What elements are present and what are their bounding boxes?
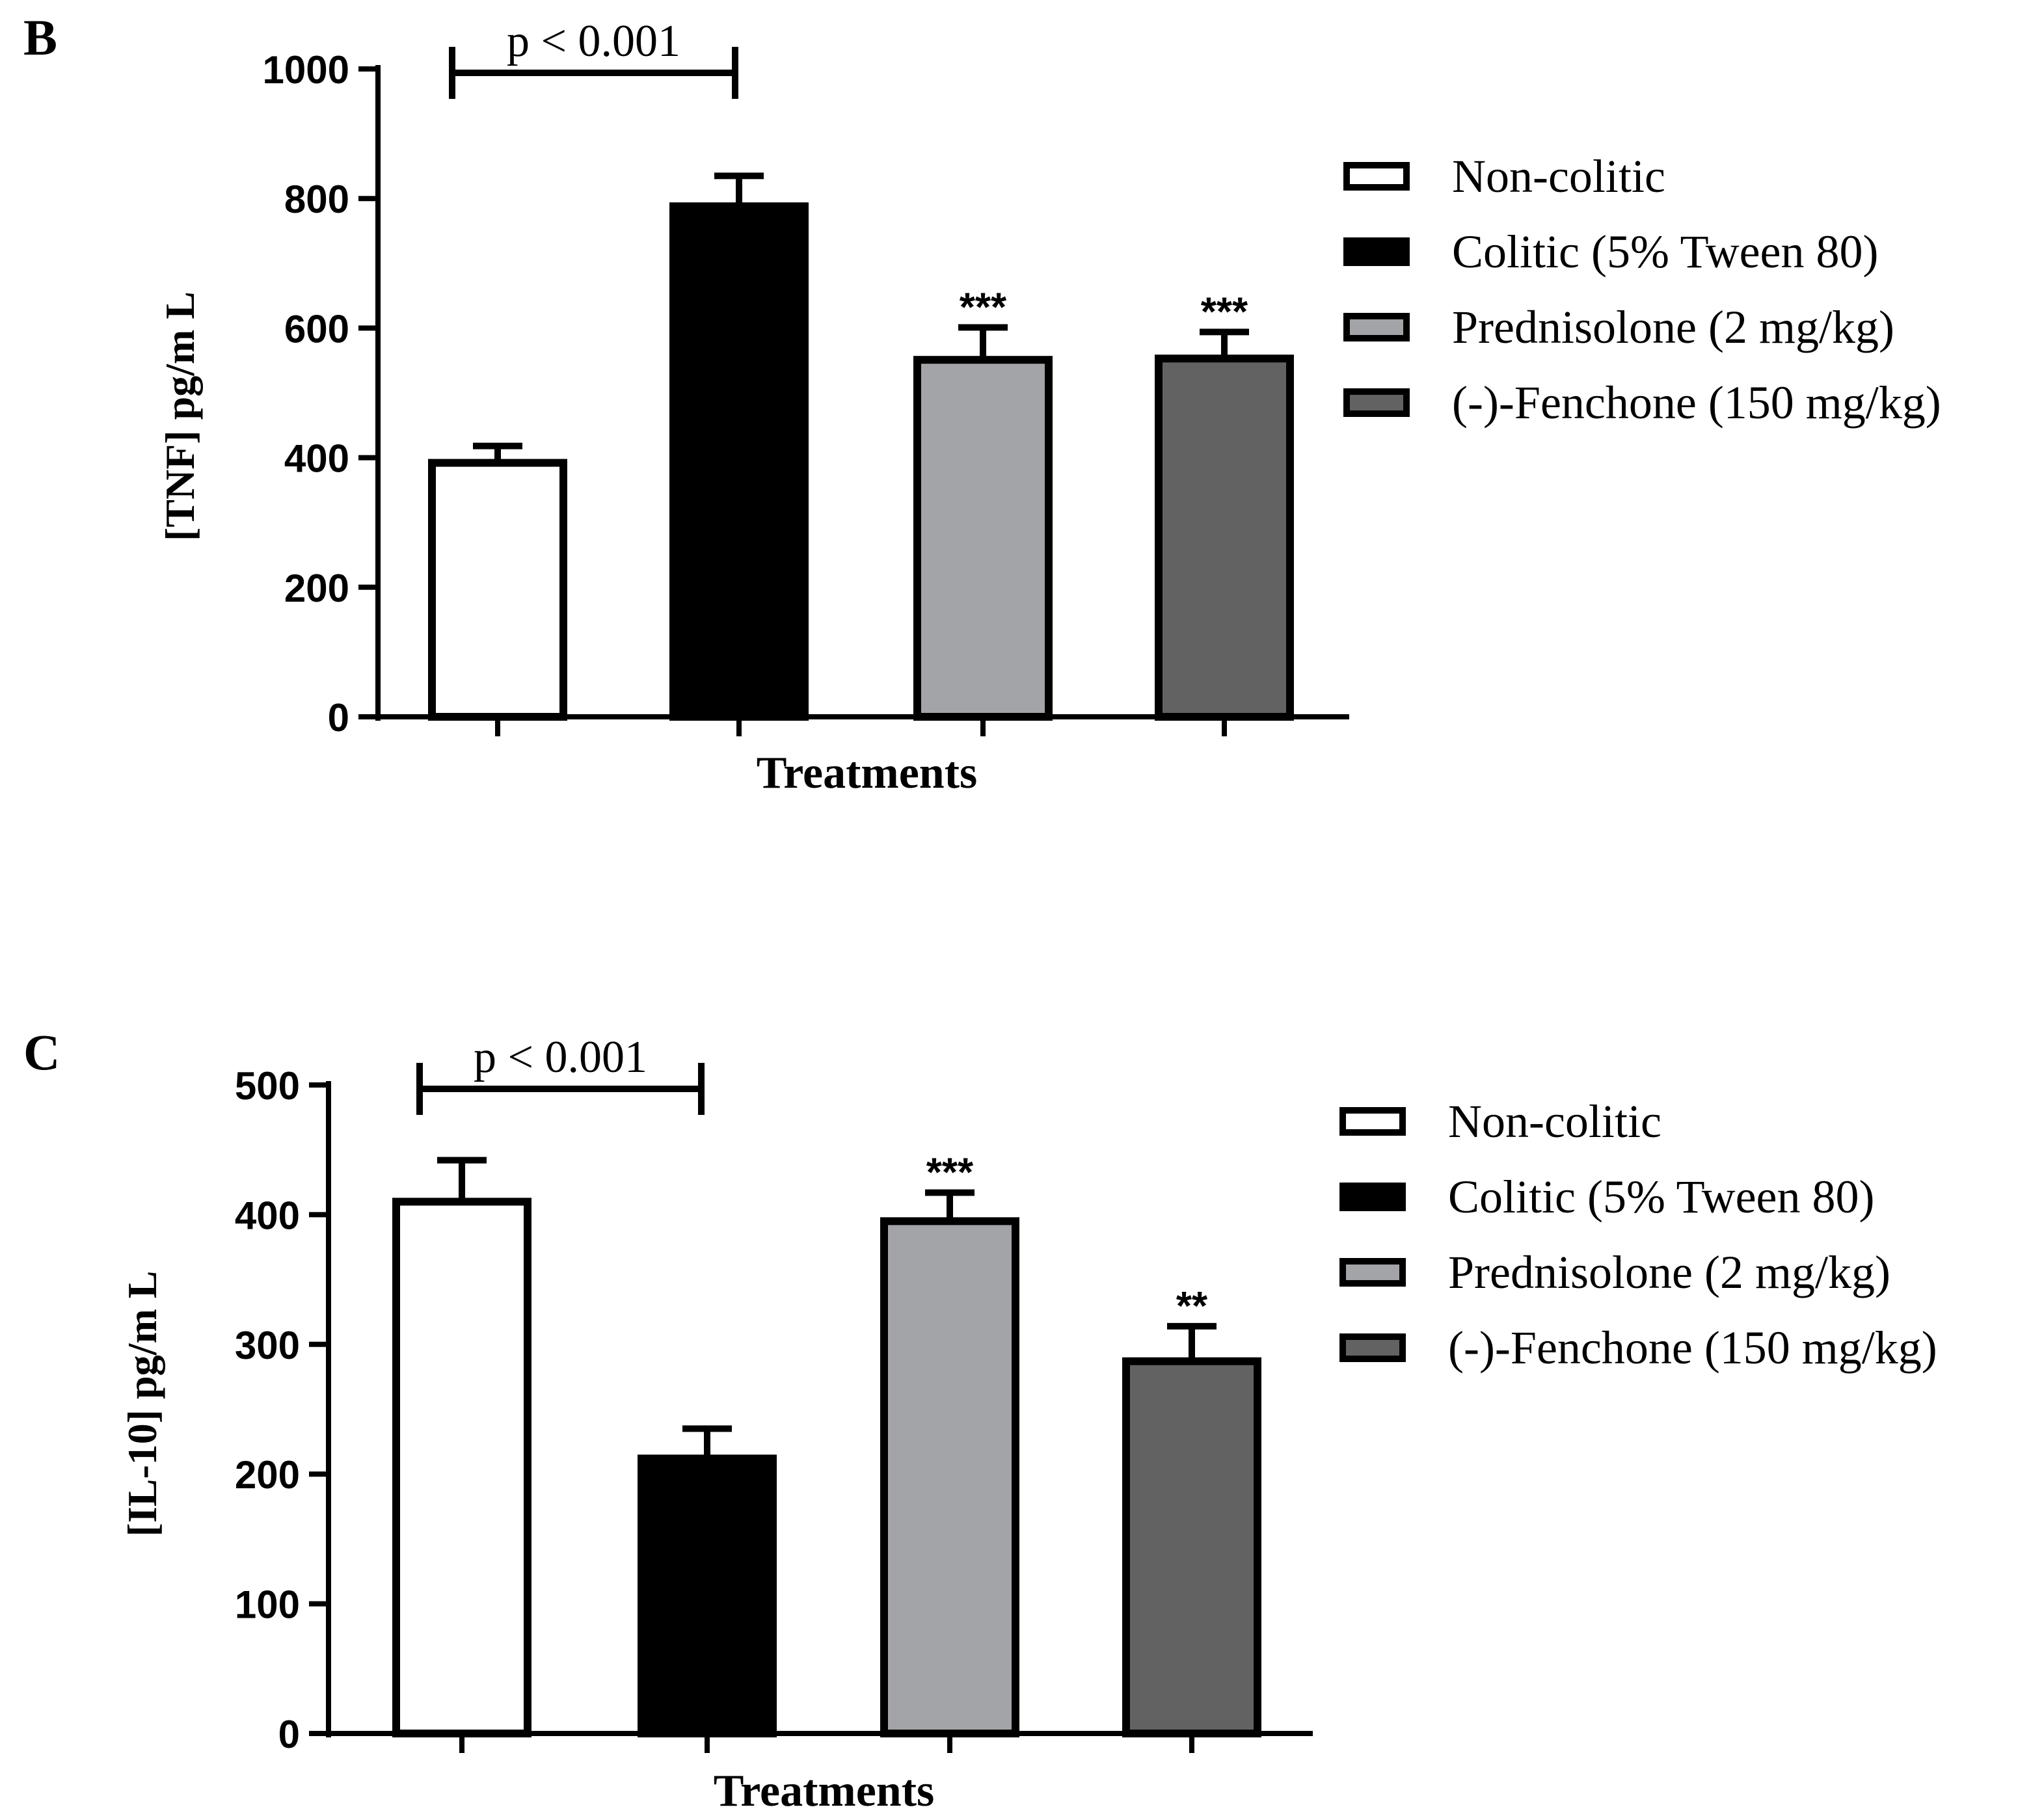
y-tick-label: 0 (328, 696, 349, 740)
y-axis-title: [TNF] pg/m L (157, 291, 203, 541)
chart-panel-b: B *** *** 0 200 400 600 800 1000 [TNF] pg/m L Trea… (23, 9, 1941, 798)
bar (669, 202, 809, 721)
x-axis-title: Treatments (757, 748, 978, 798)
y-tick-label: 100 (235, 1583, 300, 1627)
bar (880, 1217, 1019, 1737)
significance-marker: *** (1201, 289, 1248, 334)
significance-bracket-label: p < 0.001 (507, 16, 680, 66)
legend-label: (-)-Fenchone (150 mg/kg) (1452, 377, 1941, 429)
legend-swatch (1339, 1258, 1406, 1287)
y-tick-label: 200 (284, 567, 349, 610)
bar (1122, 1357, 1261, 1737)
legend-label: Non-colitic (1452, 150, 1665, 202)
x-axis-title: Treatments (714, 1766, 935, 1816)
legend-label: Colitic (5% Tween 80) (1452, 226, 1879, 278)
y-tick-label: 400 (235, 1194, 300, 1237)
legend-swatch (1343, 313, 1410, 341)
bar (638, 1454, 777, 1737)
legend-label: Colitic (5% Tween 80) (1448, 1171, 1875, 1223)
y-tick-label: 600 (284, 307, 349, 351)
legend-label: Non-colitic (1448, 1095, 1661, 1147)
y-axis-title: [IL-10] pg/m L (119, 1271, 165, 1537)
bar (392, 1198, 531, 1737)
bar (428, 459, 567, 721)
legend-swatch (1343, 162, 1410, 191)
legend-label: Prednisolone (2 mg/kg) (1448, 1246, 1890, 1298)
legend-swatch (1339, 1107, 1406, 1136)
y-tick-label: 800 (284, 178, 349, 221)
y-tick-label: 400 (284, 437, 349, 481)
y-tick-label: 1000 (263, 48, 349, 92)
legend-swatch (1339, 1333, 1406, 1362)
legend-label: (-)-Fenchone (150 mg/kg) (1448, 1322, 1937, 1374)
legend-swatch (1343, 388, 1410, 417)
legend-label: Prednisolone (2 mg/kg) (1452, 301, 1894, 353)
bar (913, 356, 1053, 721)
panel-label: C (23, 1024, 60, 1080)
significance-marker: ** (1176, 1284, 1208, 1329)
legend-swatch (1339, 1183, 1406, 1211)
y-tick-label: 300 (235, 1324, 300, 1367)
y-tick-label: 500 (235, 1064, 300, 1108)
bar (1155, 355, 1294, 721)
significance-marker: *** (960, 285, 1007, 330)
significance-bracket-label: p < 0.001 (474, 1032, 647, 1082)
significance-marker: *** (926, 1151, 974, 1196)
panel-label: B (23, 9, 57, 66)
y-tick-label: 200 (235, 1453, 300, 1497)
y-tick-label: 0 (278, 1713, 300, 1756)
legend-swatch (1343, 237, 1410, 266)
